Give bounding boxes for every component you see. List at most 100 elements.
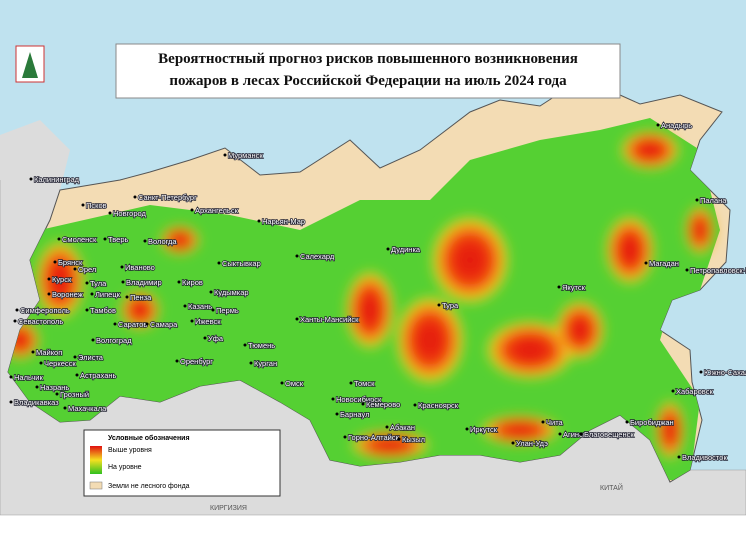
city-label: Кызыл (402, 435, 425, 444)
city-label: Горно-Алтайск (348, 433, 400, 442)
city-dot (29, 177, 33, 181)
logo (15, 45, 45, 83)
city-dot (257, 219, 261, 223)
title-line: пожаров в лесах Российской Федерации на … (169, 73, 567, 89)
city-label: Пермь (216, 306, 239, 315)
city-dot (386, 247, 390, 251)
city-label: Кудымкар (214, 288, 249, 297)
city-dot (9, 375, 13, 379)
city-dot (413, 403, 417, 407)
city-dot (203, 336, 207, 340)
city-dot (133, 195, 137, 199)
scandinavia (0, 120, 70, 190)
labels: Мурманск Калининград Псков Санкт-Петербург Н… (9, 120, 746, 512)
city-label: Казань (188, 302, 212, 311)
city-label: Якутск (562, 283, 586, 292)
city-dot (81, 203, 85, 207)
city-label: Владикавказ (14, 398, 59, 407)
city-dot (55, 392, 59, 396)
city-label: Дудинка (391, 245, 421, 254)
city-label: Биробиджан (630, 418, 674, 427)
legend-label: На уровне (108, 464, 142, 471)
city-label: Палана (700, 196, 727, 205)
city-label: Волгоград (96, 336, 132, 345)
city-dot (9, 400, 13, 404)
city-dot (103, 237, 107, 241)
city-dot (85, 308, 89, 312)
city-label: Курган (254, 359, 277, 368)
legend-swatch (90, 446, 102, 474)
city-dot (671, 389, 675, 393)
city-label: Кемерово (366, 400, 400, 409)
city-dot (249, 361, 253, 365)
city-dot (190, 208, 194, 212)
city-dot (677, 455, 681, 459)
city-label: Воронеж (52, 290, 83, 299)
city-label: Южно-Сахалинск (704, 368, 746, 377)
city-dot (120, 265, 124, 269)
city-label: Смоленск (62, 235, 97, 244)
city-label: Чита (546, 418, 564, 427)
city-label: Оренбург (180, 357, 213, 366)
city-dot (15, 308, 19, 312)
city-dot (349, 381, 353, 385)
legend-swatch (89, 481, 103, 490)
city-label: Хабаровск (676, 387, 713, 396)
city-dot (437, 303, 441, 307)
city-label: Агинское (563, 430, 595, 439)
city-dot (557, 285, 561, 289)
city-dot (541, 420, 545, 424)
city-label: Нальчик (14, 373, 43, 382)
city-dot (145, 322, 149, 326)
city-dot (295, 254, 299, 258)
city-dot (35, 385, 39, 389)
legend-box (83, 429, 281, 497)
city-label: Омск (285, 379, 304, 388)
legend-label: Выше уровня (108, 447, 152, 454)
forest-zone (8, 118, 720, 480)
city-label: Майкоп (36, 348, 62, 357)
city-dot (125, 295, 129, 299)
city-dot (57, 237, 61, 241)
city-dot (73, 355, 77, 359)
city-label: Салехард (300, 252, 335, 261)
city-dot (695, 198, 699, 202)
city-dot (47, 277, 51, 281)
city-label: Симферополь (20, 306, 70, 315)
city-dot (331, 397, 335, 401)
city-dot (75, 373, 79, 377)
city-dot (31, 350, 35, 354)
city-label: Барнаул (340, 410, 369, 419)
city-label: Киров (182, 278, 203, 287)
legend: Условные обозначения Выше уровня На уровн… (83, 429, 281, 497)
city-dot (699, 370, 703, 374)
city-dot (397, 437, 401, 441)
city-dot (209, 290, 213, 294)
city-label: Абакан (390, 423, 415, 432)
city-label: Брянск (58, 258, 83, 267)
risk-areas (8, 130, 715, 460)
city-label: Нарьян-Мар (262, 217, 305, 226)
city-label: Пенза (130, 293, 152, 302)
city-dot (361, 402, 365, 406)
city-label: Владивосток (682, 453, 727, 462)
city-label: Тула (90, 279, 107, 288)
city-label: Новосибирск (336, 395, 382, 404)
city-dot (511, 441, 515, 445)
city-label: Орел (78, 265, 96, 274)
city-dot (175, 359, 179, 363)
city-dot (13, 319, 17, 323)
city-label: Грозный (60, 390, 89, 399)
city-label: Назрань (40, 383, 69, 392)
city-label: Астрахань (80, 371, 117, 380)
city-label: Курск (52, 275, 72, 284)
city-label: Петропавловск-Камчатский (690, 266, 746, 275)
city-dot (343, 435, 347, 439)
city-label: Красноярск (418, 401, 459, 410)
city-dot (113, 322, 117, 326)
title-line: Вероятностный прогноз рисков повышенного… (158, 51, 578, 67)
title-box (115, 43, 621, 99)
city-label: Калининград (34, 175, 80, 184)
city-dot (177, 280, 181, 284)
city-label: Благовещенск (584, 430, 634, 439)
